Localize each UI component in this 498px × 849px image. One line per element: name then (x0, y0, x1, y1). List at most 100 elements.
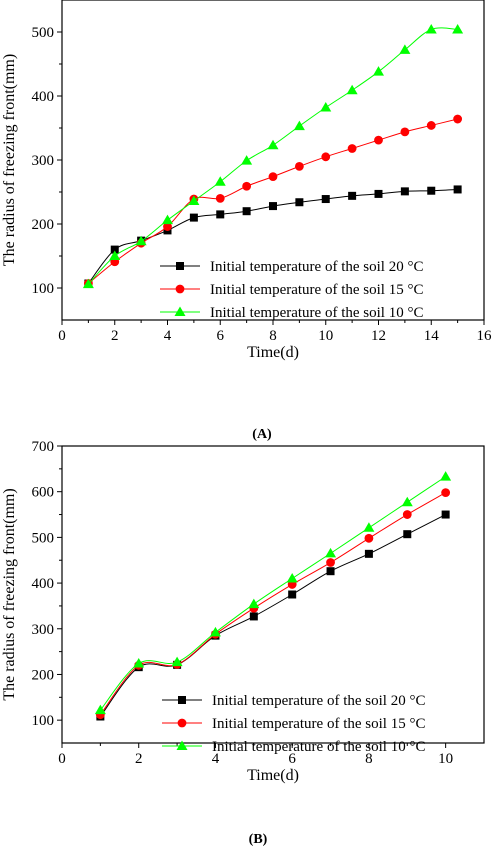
y-tick-label: 200 (32, 667, 55, 683)
legend-label: Initial temperature of the soil 20 °C (210, 259, 423, 275)
series-line (99, 492, 446, 715)
data-point (399, 44, 411, 54)
data-point (401, 496, 413, 507)
data-point (374, 135, 383, 145)
data-point (321, 152, 331, 162)
chart-panel-b: 0 2 4 6 8 10 100 200 300 400 500 600 700 Time(d) The r… (1, 439, 485, 784)
data-point (427, 186, 436, 195)
data-point (374, 189, 383, 198)
data-point (163, 222, 172, 231)
y-axis-label: The radius of freezing front(mm) (1, 54, 18, 266)
data-point (214, 176, 226, 186)
data-point (426, 121, 436, 130)
legend-marker (175, 284, 185, 294)
data-point (249, 612, 258, 621)
data-point (441, 488, 451, 498)
data-point (215, 194, 225, 203)
legend-label: Initial temperature of the soil 10 °C (210, 305, 423, 321)
data-point (348, 191, 357, 200)
plot-frame (61, 445, 485, 744)
data-point (363, 522, 375, 532)
legend-marker (176, 740, 188, 750)
x-tick-label: 2 (111, 328, 119, 344)
data-point (286, 573, 298, 583)
data-point (400, 127, 410, 137)
data-point (364, 549, 373, 558)
x-tick-label: 2 (135, 751, 143, 767)
x-tick-label: 4 (212, 751, 220, 767)
data-point (346, 84, 358, 95)
y-tick-label: 100 (32, 281, 55, 297)
data-point (248, 598, 260, 609)
data-point (326, 558, 335, 567)
data-point (440, 471, 452, 481)
data-point (110, 245, 119, 254)
x-tick-label: 10 (318, 328, 333, 344)
y-tick-label: 700 (32, 439, 55, 455)
data-point (241, 155, 253, 165)
data-point (188, 195, 200, 205)
x-axis-label: Time(d) (247, 767, 299, 784)
legend-label: Initial temperature of the soil 15 °C (212, 716, 425, 732)
data-point (242, 207, 251, 216)
data-point (320, 102, 332, 112)
data-point (216, 210, 225, 219)
x-tick-label: 0 (58, 751, 66, 767)
y-tick-label: 400 (32, 576, 55, 592)
x-tick-label: 14 (424, 328, 440, 344)
y-tick-label: 300 (32, 622, 55, 638)
x-tick-label: 8 (365, 751, 373, 767)
series-line (99, 476, 446, 711)
legend-marker (178, 696, 186, 704)
x-axis-label: Time(d) (247, 344, 299, 361)
legend-marker (174, 306, 186, 316)
data-point (189, 213, 198, 222)
data-point (453, 114, 463, 124)
data-point (209, 626, 221, 637)
chart-panel-a: 0 2 4 6 8 10 12 14 16 100 200 300 400 500 Time(d) The r… (1, 0, 492, 361)
x-tick-label: 6 (217, 328, 225, 344)
data-point (326, 567, 335, 576)
data-point (453, 185, 462, 194)
x-tick-label: 12 (371, 328, 386, 344)
data-point (402, 510, 412, 519)
y-tick-label: 200 (32, 217, 55, 233)
data-point (347, 144, 357, 153)
data-point (295, 198, 304, 207)
data-point (364, 533, 374, 543)
legend-label: Initial temperature of the soil 15 °C (210, 282, 423, 298)
legend: Initial temperature of the soil 20 °C Ini… (160, 259, 423, 321)
y-axis-label: The radius of freezing front(mm) (1, 488, 18, 700)
y-tick-label: 400 (32, 89, 55, 105)
data-point (294, 162, 304, 171)
data-point (400, 187, 409, 196)
data-point (268, 172, 278, 182)
data-point (162, 214, 173, 225)
data-point (109, 250, 121, 260)
y-tick-label: 600 (32, 485, 55, 501)
data-point (452, 23, 464, 34)
data-point (325, 547, 337, 558)
data-point (403, 530, 412, 539)
series-triangle (82, 23, 464, 289)
data-point (82, 278, 94, 289)
data-point (94, 704, 106, 715)
data-point (441, 510, 450, 519)
data-point (269, 202, 277, 211)
data-point (321, 195, 330, 204)
legend-marker (177, 718, 187, 728)
y-tick-label: 300 (32, 153, 55, 169)
series-square (96, 510, 450, 721)
legend-marker (176, 262, 184, 270)
data-point (288, 590, 297, 599)
panel-label-b: (B) (249, 832, 268, 847)
data-point (242, 181, 252, 191)
data-point (267, 139, 279, 150)
data-point (373, 66, 384, 76)
series-triangle (94, 471, 452, 715)
data-point (171, 656, 183, 667)
legend: Initial temperature of the soil 20 °C Ini… (162, 693, 425, 755)
data-point (425, 23, 437, 34)
y-tick-label: 100 (32, 713, 55, 729)
